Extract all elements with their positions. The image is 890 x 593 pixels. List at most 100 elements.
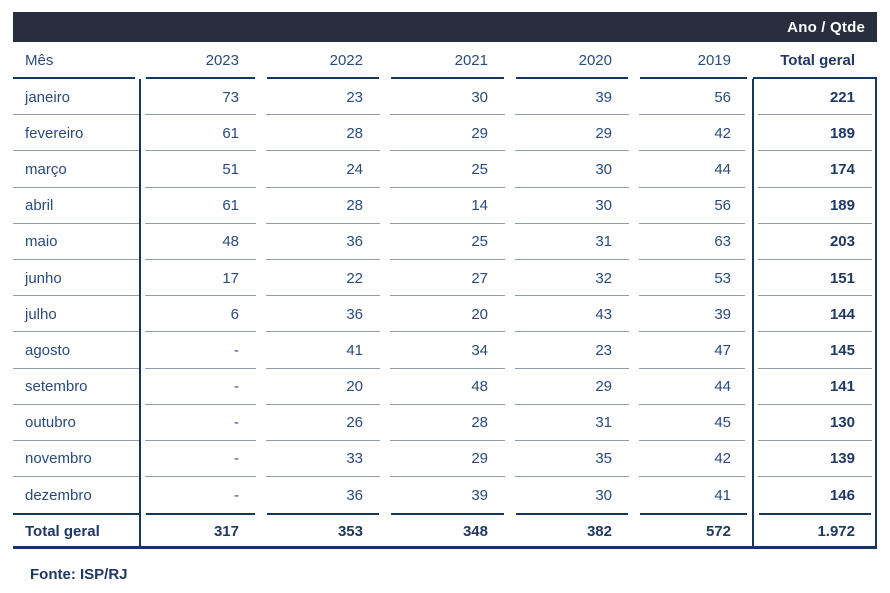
total-cell-2022: 353 — [261, 513, 385, 549]
column-header-2019: 2019 — [634, 42, 753, 79]
table-row: outubro -26 28 31 45 130 — [13, 405, 877, 441]
matrix-corner-header: Ano / Qtde — [13, 12, 877, 42]
column-header-2023: 2023 — [140, 42, 261, 79]
table-cell: - — [140, 441, 261, 478]
table-cell: 73 — [140, 79, 261, 116]
table-cell: 30 — [510, 188, 634, 224]
table-header-row: Mês 2023 2022 2021 2020 2019 Total geral — [13, 42, 877, 79]
total-row-header: Total geral — [13, 513, 140, 549]
table-cell: - — [140, 332, 261, 369]
row-header: julho — [13, 296, 140, 333]
table-cell: 26 — [261, 405, 385, 441]
corner-header-label: Ano / Qtde — [787, 18, 865, 36]
row-total-cell: 130 — [753, 405, 877, 441]
table-cell: 27 — [385, 260, 510, 297]
table-cell: 30 — [595, 486, 612, 504]
table-row: maio 48 36 25 31 63 203 — [13, 224, 877, 260]
table-cell: 22 — [261, 260, 385, 297]
table-cell: 48 — [385, 369, 510, 405]
data-table: Mês 2023 2022 2021 2020 2019 Total geral… — [13, 42, 877, 549]
table-row: julho 6 36 20 43 39 144 — [13, 296, 877, 333]
row-header: março — [13, 151, 140, 188]
row-total-cell: 139 — [753, 441, 877, 478]
table-row: dezembro - 36 39 30 41 146 — [13, 477, 877, 513]
table-cell: 28 — [261, 188, 385, 224]
total-cell-2020: 382 — [510, 513, 634, 549]
table-cell: 42 — [634, 115, 753, 152]
table-cell: 25 — [385, 151, 510, 188]
total-cell-2021: 348 — [385, 513, 510, 549]
table-cell: 29 — [385, 441, 510, 478]
table-cell: 45 — [634, 405, 753, 441]
table-cell: 28 — [261, 115, 385, 152]
row-total-cell: 189 — [753, 115, 877, 152]
table-cell: 24 — [261, 151, 385, 188]
grand-total-cell: 1.972 — [753, 513, 877, 549]
table-cell: 61 — [140, 115, 261, 152]
table-cell: 23 — [510, 332, 634, 369]
table-cell: 36 — [261, 296, 385, 333]
row-header: maio — [13, 224, 140, 260]
row-header: agosto — [13, 332, 140, 369]
column-header-2020: 2020 — [510, 42, 634, 79]
table-row: janeiro 73 23 30 39 56 221 — [13, 79, 877, 116]
column-header-total: Total geral — [753, 42, 877, 79]
table-row: junho 17 22 27 32 53 151 — [13, 260, 877, 297]
table-cell: 48 — [140, 224, 261, 260]
table-cell: 20 — [261, 369, 385, 405]
table-cell: 28 — [385, 405, 510, 441]
table-total-row: Total geral 317 353 348 382 572 1.972 — [13, 513, 877, 549]
column-header-2021: 2021 — [385, 42, 510, 79]
table-cell: 56 — [634, 188, 753, 224]
table-cell: 47 — [634, 332, 753, 369]
source-note-label: Fonte: ISP/RJ — [30, 566, 128, 583]
table-body: janeiro 73 23 30 39 56 221 fevereiro 61 28 29 29 42 1… — [13, 79, 877, 513]
row-total-cell: 189 — [753, 188, 877, 224]
table-cell: 32 — [510, 260, 634, 297]
table-bottom-rule — [13, 546, 877, 549]
table-cell: 30 — [510, 151, 634, 188]
column-header-2022: 2022 — [261, 42, 385, 79]
table-cell: 31 — [510, 405, 634, 441]
table-row: março 51 24 25 30 44 174 — [13, 151, 877, 188]
table-cell: 39 — [510, 79, 634, 116]
table-cell: 36 — [346, 486, 363, 504]
table-cell: 41 — [261, 332, 385, 369]
row-total-cell: 145 — [753, 332, 877, 369]
row-total-cell: 203 — [753, 224, 877, 260]
table-row: agosto -41 34 23 47 145 — [13, 332, 877, 369]
row-total-cell: 146 — [829, 486, 855, 504]
row-total-cell: 141 — [753, 369, 877, 405]
row-total-cell: 174 — [753, 151, 877, 188]
table-cell: 39 — [634, 296, 753, 333]
table-cell: - — [140, 405, 261, 441]
row-header: fevereiro — [13, 115, 140, 152]
column-divider-after-month — [139, 79, 141, 549]
table-cell: 44 — [634, 369, 753, 405]
table-cell: 56 — [634, 79, 753, 116]
table-cell: 44 — [634, 151, 753, 188]
row-header: janeiro — [13, 79, 140, 116]
table-cell: 17 — [140, 260, 261, 297]
table-cell: 39 — [471, 486, 488, 504]
row-header: novembro — [13, 441, 140, 478]
table-cell: 63 — [634, 224, 753, 260]
table-cell: 23 — [261, 79, 385, 116]
table-row: novembro -33 29 35 42 139 — [13, 441, 877, 478]
table-cell: 29 — [385, 115, 510, 152]
column-header-month: Mês — [13, 42, 140, 79]
table-cell: 61 — [140, 188, 261, 224]
table-cell: 34 — [385, 332, 510, 369]
total-cell-2019: 572 — [634, 513, 753, 549]
table-row: setembro -20 48 29 44 141 — [13, 369, 877, 405]
table-cell: 51 — [140, 151, 261, 188]
table-cell: 25 — [385, 224, 510, 260]
table-cell: 42 — [634, 441, 753, 478]
table-cell: 36 — [261, 224, 385, 260]
row-header: outubro — [13, 405, 140, 441]
table-cell: 35 — [510, 441, 634, 478]
table-cell: 41 — [714, 486, 731, 504]
table-cell: 30 — [385, 79, 510, 116]
total-cell-2023: 317 — [140, 513, 261, 549]
